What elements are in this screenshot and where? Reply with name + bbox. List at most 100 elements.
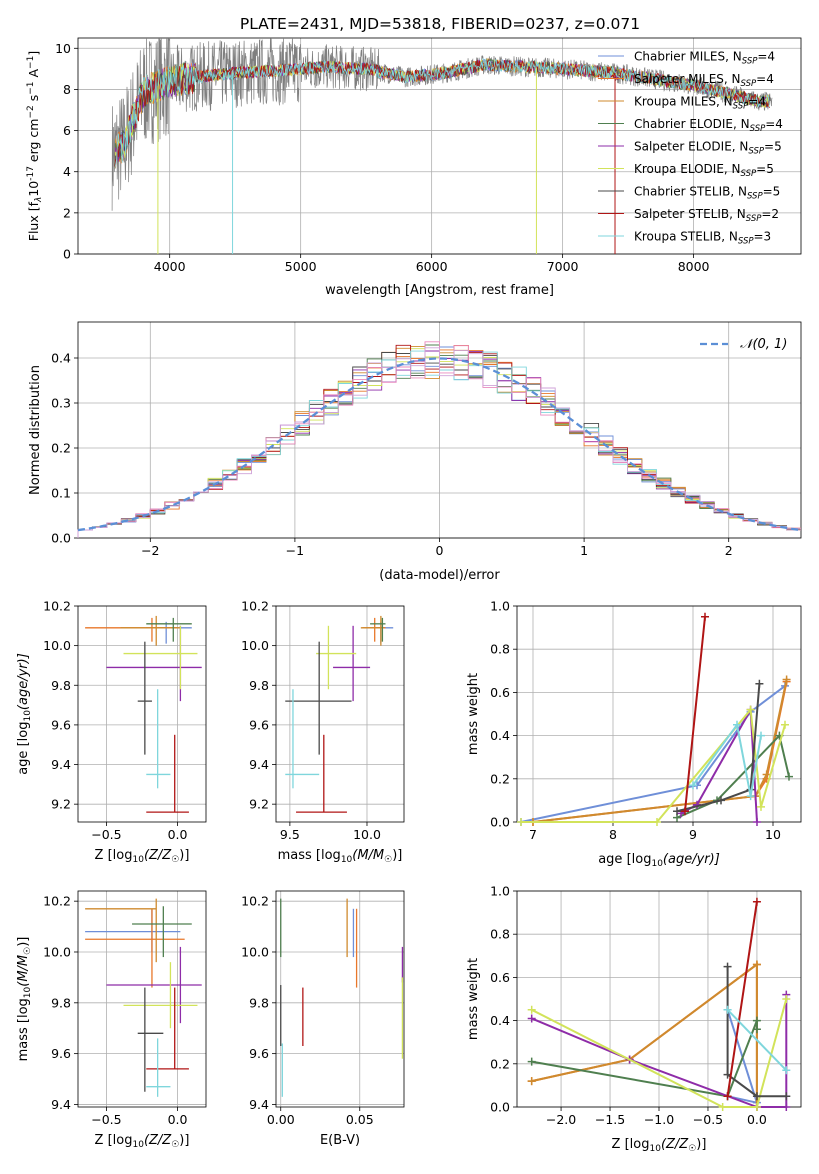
legend-label: Chabrier ELODIE, NSSP=4 — [634, 117, 783, 134]
y-tick-label: 0.0 — [490, 815, 510, 830]
weight-series-line — [531, 998, 788, 1108]
legend-label-sub: SSP — [742, 57, 758, 67]
weight-point — [723, 1005, 732, 1014]
x-tick-label: −1.5 — [595, 1112, 625, 1127]
x-axis-label-part: (Z/Z — [144, 1133, 172, 1148]
y-tick-label: 0.4 — [490, 728, 510, 743]
x-tick-label: −2.0 — [546, 1112, 576, 1127]
age_vs_Z-frame — [77, 605, 207, 823]
x-axis-label: (data-model)/error — [379, 568, 500, 583]
x-tick-label: 0 — [436, 543, 444, 558]
weight-point — [746, 792, 755, 801]
weight-point — [746, 705, 755, 714]
legend-label-n: =3 — [754, 230, 772, 244]
model-spectrum — [114, 58, 770, 169]
y-tick-label: 9.4 — [51, 1097, 71, 1112]
normal-curve — [77, 357, 799, 532]
y-tick-label: 0.6 — [490, 970, 510, 985]
y-axis-label-part: erg cm — [26, 119, 41, 167]
y-tick-label: 1.0 — [490, 599, 510, 614]
legend-label-n: =5 — [763, 185, 781, 199]
y-tick-label: 9.6 — [51, 717, 71, 732]
legend-label-n: =2 — [761, 207, 779, 221]
y-axis-label-part: (M/M — [16, 955, 31, 987]
x-tick-label: 8000 — [678, 259, 710, 274]
x-tick-label: 5000 — [285, 259, 317, 274]
x-axis-label: wavelength [Angstrom, rest frame] — [325, 283, 554, 298]
spectrum-plot — [111, 38, 773, 254]
weight-point — [752, 897, 761, 906]
legend-label-sub: SSP — [746, 214, 762, 224]
y-tick-label: 9.8 — [51, 678, 71, 693]
y-tick-label: 9.2 — [51, 797, 71, 812]
weight-point — [781, 720, 789, 729]
legend-label-sub: SSP — [733, 102, 749, 112]
weight-point — [723, 962, 732, 971]
x-axis-label-part: )] — [696, 1137, 706, 1152]
x-tick-label: 9 — [689, 827, 697, 842]
x-tick-label: 7000 — [547, 259, 579, 274]
legend-label-name: Chabrier ELODIE, N — [634, 117, 750, 131]
x-tick-label: 9.5 — [280, 827, 300, 842]
y-axis-label: mass weight — [466, 958, 481, 1040]
legend-label-n: =4 — [748, 95, 766, 109]
x-axis-label: age [log10(age/yr)] — [598, 852, 720, 869]
x-tick-label: −0.5 — [91, 827, 121, 842]
weight-series-line — [676, 733, 790, 819]
legend-label-name: Salpeter MILES, N — [634, 72, 741, 86]
residuals-axes: −2 −1 0 1 2 0.0 0.1 0.2 0.3 0.4 𝒩(0, 1) (data-model… — [28, 321, 802, 583]
x-axis-label-part: Z [log — [95, 848, 133, 863]
weight_vs_age-axes: 7 8 9 10 0.0 0.2 0.4 0.6 0.8 1.0 mass weight age [l… — [466, 599, 802, 869]
legend-label-n: =4 — [765, 117, 783, 131]
legend-label: Kroupa STELIB, NSSP=3 — [634, 230, 771, 247]
y-axis-label-sup: −2 — [26, 105, 36, 118]
weight-series-line — [676, 683, 761, 813]
y-tick-label: 0.2 — [490, 1056, 510, 1071]
age_vs_mass-points — [285, 615, 394, 813]
legend-label: Chabrier STELIB, NSSP=5 — [634, 185, 780, 202]
weight-point — [752, 1092, 761, 1101]
x-tick-label: 7 — [529, 827, 537, 842]
y-axis-label-sub: 10 — [23, 986, 33, 998]
x-axis-label-part: Z [log — [612, 1137, 650, 1152]
y-tick-label: 0.0 — [51, 531, 71, 546]
y-tick-label: 0.8 — [490, 642, 510, 657]
x-axis-label-sub: 10 — [341, 855, 353, 865]
y-axis-label-part: A — [26, 68, 41, 81]
y-tick-label: 0.8 — [490, 927, 510, 942]
weight-series-line — [726, 1009, 788, 1071]
weight-series-line — [532, 679, 788, 823]
mass_vs_ebv-frame — [275, 890, 405, 1108]
legend-label-n: =4 — [756, 72, 774, 86]
y-axis-label-part: mass [log — [16, 998, 31, 1061]
y-tick-label: 10 — [55, 41, 71, 56]
weight-series-line — [532, 681, 788, 823]
y-tick-label: 10.0 — [241, 638, 269, 653]
x-axis-label-part: age [log — [598, 852, 651, 867]
x-tick-label: 0.00 — [267, 1112, 295, 1127]
x-axis-label-sub: ☉ — [688, 1144, 696, 1154]
y-tick-label: 9.6 — [249, 1046, 269, 1061]
legend-label-name: Kroupa MILES, N — [634, 95, 733, 109]
legend-label-sub: SSP — [741, 79, 757, 89]
y-axis-label: age [log10(age/yr)] — [16, 653, 33, 775]
x-axis-label-sub: 10 — [132, 855, 144, 865]
x-tick-label: 2 — [725, 543, 733, 558]
y-axis-label-part: (age/yr)] — [16, 653, 31, 710]
x-axis-label-part: (Z/Z — [661, 1137, 689, 1152]
weight-point — [527, 1077, 536, 1086]
x-axis-label: Z [log10(Z/Z☉)] — [95, 1133, 190, 1150]
weight-point — [723, 1092, 732, 1101]
weight-point — [527, 1005, 536, 1014]
y-tick-label: 9.8 — [249, 678, 269, 693]
x-axis-label-sub: ☉ — [384, 855, 392, 865]
x-axis-label-sub: 10 — [651, 859, 663, 869]
x-axis-label-part: (Z/Z — [144, 848, 172, 863]
x-tick-label: 1 — [580, 543, 588, 558]
y-axis-label-part: )] — [16, 937, 31, 947]
residuals-frame — [77, 321, 802, 539]
x-tick-label: 6000 — [416, 259, 448, 274]
weight-point — [527, 1057, 536, 1066]
y-tick-label: 0.2 — [51, 441, 71, 456]
mass_vs_Z-frame — [77, 890, 207, 1108]
